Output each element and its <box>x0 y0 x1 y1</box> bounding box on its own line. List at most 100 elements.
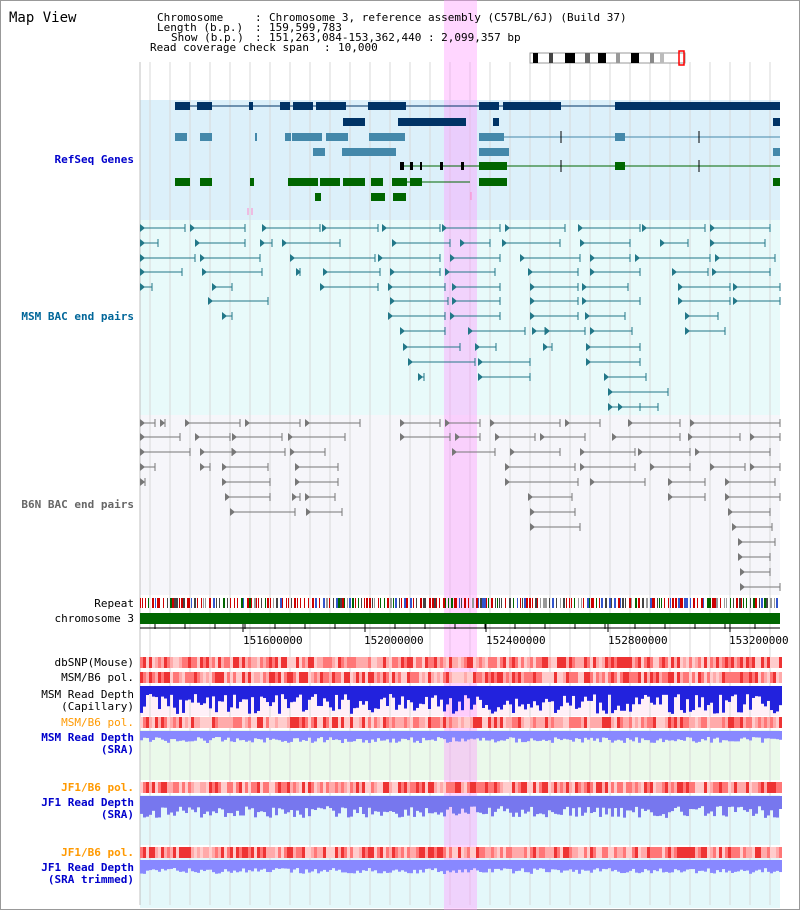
polymorphism-cell <box>611 657 614 668</box>
polymorphism-cell <box>635 672 638 683</box>
polymorphism-cell <box>284 672 287 683</box>
polymorphism-cell <box>185 717 188 728</box>
gene-exon <box>371 178 383 186</box>
depth-bar <box>347 860 350 874</box>
polymorphism-cell <box>533 672 536 683</box>
depth-bar <box>608 860 611 869</box>
highlight-region <box>444 0 477 910</box>
bac-end-marker <box>306 508 311 516</box>
depth-bar <box>179 860 182 872</box>
polymorphism-cell <box>752 672 755 683</box>
depth-bar <box>545 860 548 873</box>
depth-bar <box>653 860 656 871</box>
polymorphism-cell <box>302 672 305 683</box>
repeat-mark <box>399 598 400 608</box>
polymorphism-cell <box>236 847 239 858</box>
polymorphism-cell <box>521 847 524 858</box>
depth-bar <box>506 860 509 869</box>
polymorphism-cell <box>488 657 491 668</box>
depth-bar <box>590 860 593 873</box>
polymorphism-cell <box>332 672 335 683</box>
track-label-b6n-bac[interactable]: B6N BAC end pairs <box>21 498 134 511</box>
polymorphism-cell <box>341 672 344 683</box>
depth-bar <box>641 860 644 873</box>
polymorphism-cell <box>695 657 698 668</box>
depth-bar <box>764 796 767 818</box>
depth-bar <box>761 686 764 704</box>
polymorphism-cell <box>182 717 185 728</box>
track-label-refseq-genes[interactable]: RefSeq Genes <box>54 153 134 166</box>
polymorphism-cell <box>710 717 713 728</box>
repeat-mark <box>261 598 262 608</box>
polymorphism-cell <box>278 657 281 668</box>
depth-bar <box>773 686 776 714</box>
polymorphism-cell <box>548 657 551 668</box>
polymorphism-cell <box>683 782 686 793</box>
gene-exon <box>420 162 422 170</box>
depth-bar <box>218 796 221 809</box>
depth-bar <box>431 686 434 698</box>
polymorphism-cell <box>533 717 536 728</box>
depth-bar <box>374 860 377 871</box>
polymorphism-cell <box>659 657 662 668</box>
polymorphism-cell <box>686 847 689 858</box>
polymorphism-cell <box>542 847 545 858</box>
bac-end-marker <box>442 224 447 232</box>
polymorphism-cell <box>425 782 428 793</box>
depth-bar <box>149 860 152 871</box>
track-label-msm-bac[interactable]: MSM BAC end pairs <box>21 310 134 323</box>
polymorphism-cell <box>614 717 617 728</box>
polymorphism-cell <box>293 847 296 858</box>
repeat-mark <box>589 598 590 608</box>
depth-bar <box>521 731 524 743</box>
depth-bar <box>470 731 473 739</box>
repeat-mark <box>404 598 406 608</box>
depth-bar <box>719 731 722 743</box>
bac-end-marker <box>545 327 550 335</box>
depth-bar <box>758 796 761 807</box>
bac-end-marker <box>668 493 673 501</box>
depth-bar <box>407 686 410 701</box>
gene-exon <box>326 133 348 141</box>
polymorphism-cell <box>368 672 371 683</box>
polymorphism-cell <box>710 657 713 668</box>
polymorphism-cell <box>689 782 692 793</box>
polymorphism-cell <box>191 657 194 668</box>
polymorphism-cell <box>494 657 497 668</box>
polymorphism-cell <box>551 782 554 793</box>
repeat-mark <box>189 598 190 608</box>
polymorphism-cell <box>491 657 494 668</box>
depth-bar <box>761 796 764 811</box>
depth-bar <box>317 796 320 808</box>
polymorphism-cell <box>344 717 347 728</box>
polymorphism-cell <box>281 782 284 793</box>
polymorphism-cell <box>191 847 194 858</box>
depth-bar <box>398 731 401 742</box>
depth-bar <box>512 796 515 817</box>
polymorphism-cell <box>686 717 689 728</box>
bac-end-marker <box>490 419 495 427</box>
polymorphism-cell <box>194 717 197 728</box>
depth-bar <box>596 686 599 714</box>
gene-exon <box>503 102 561 110</box>
polymorphism-cell <box>311 847 314 858</box>
polymorphism-cell <box>515 672 518 683</box>
depth-bar <box>686 796 689 817</box>
polymorphism-cell <box>623 847 626 858</box>
depth-bar <box>233 686 236 695</box>
depth-bar <box>665 796 668 818</box>
polymorphism-cell <box>449 717 452 728</box>
depth-bar <box>473 860 476 869</box>
polymorphism-cell <box>476 782 479 793</box>
polymorphism-cell <box>356 847 359 858</box>
depth-bar <box>713 731 716 739</box>
depth-bar <box>515 860 518 872</box>
bac-end-marker <box>455 433 460 441</box>
bac-end-marker <box>282 239 287 247</box>
polymorphism-cell <box>494 672 497 683</box>
polymorphism-cell <box>170 847 173 858</box>
depth-bar <box>503 860 506 869</box>
depth-bar <box>215 796 218 814</box>
polymorphism-cell <box>224 672 227 683</box>
